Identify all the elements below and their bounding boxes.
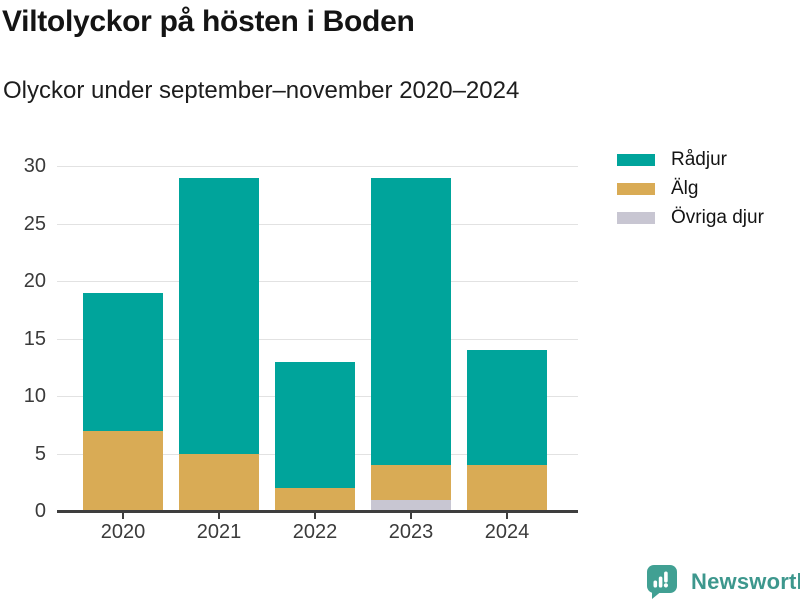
legend-label: Älg <box>671 177 699 199</box>
gridline-y15 <box>57 338 578 340</box>
bar-2020-Rådjur <box>83 292 163 431</box>
bar-2024-Rådjur <box>467 350 547 465</box>
bar-2020-Älg <box>83 430 163 511</box>
x-axis-tick-label: 2024 <box>484 521 530 543</box>
y-axis-tick-label: 15 <box>23 327 46 350</box>
x-axis-tick-label: 2022 <box>292 521 338 543</box>
bar-2024-Älg <box>467 465 547 511</box>
gridline-y30 <box>57 166 578 167</box>
bar-2023-Rådjur <box>371 177 451 465</box>
bar-2023-Älg <box>371 465 451 500</box>
legend-swatch <box>617 211 655 224</box>
y-axis-tick-label: 25 <box>23 212 46 235</box>
x-axis-tick <box>506 513 508 519</box>
legend-swatch <box>617 153 655 166</box>
legend-item-Älg: Älg <box>617 174 764 203</box>
y-axis-tick-label: 30 <box>23 155 46 177</box>
chart-subtitle: Olyckor under september–november 2020–20… <box>3 77 520 104</box>
y-axis-tick-label: 20 <box>23 270 46 292</box>
y-axis-tick-label: 5 <box>34 442 46 465</box>
chart-title: Viltolyckor på hösten i Boden <box>2 5 415 38</box>
legend-label: Rådjur <box>671 148 727 170</box>
legend-label: Övriga djur <box>671 206 764 228</box>
x-axis-tick-label: 2020 <box>100 521 146 543</box>
bar-2021-Rådjur <box>179 177 259 454</box>
bar-2022-Älg <box>275 488 355 511</box>
newsworthy-logo-icon <box>647 565 677 599</box>
legend-item-Rådjur: Rådjur <box>617 145 764 174</box>
bar-2023-Övriga djur <box>371 499 451 511</box>
bar-2022-Rådjur <box>275 361 355 488</box>
x-axis-tick-label: 2023 <box>388 521 434 543</box>
gridline-y20 <box>57 281 578 282</box>
legend-swatch <box>617 182 655 195</box>
newsworthy-brand-link[interactable]: Newsworthy <box>645 564 800 600</box>
legend-item-Övriga djur: Övriga djur <box>617 203 764 232</box>
gridline-y25 <box>57 223 578 225</box>
y-axis-tick-label: 10 <box>23 385 46 407</box>
x-axis-tick <box>218 513 220 519</box>
x-axis-tick <box>410 513 412 519</box>
bar-2021-Älg <box>179 453 259 511</box>
y-axis-tick-label: 0 <box>34 500 46 522</box>
x-axis-tick-label: 2021 <box>196 521 242 543</box>
legend: Rådjur Älg Övriga djur <box>617 145 764 232</box>
x-axis-tick <box>314 513 316 519</box>
brand-name: Newsworthy <box>691 569 800 594</box>
x-axis-tick <box>122 513 124 519</box>
x-axis-line <box>57 510 578 513</box>
